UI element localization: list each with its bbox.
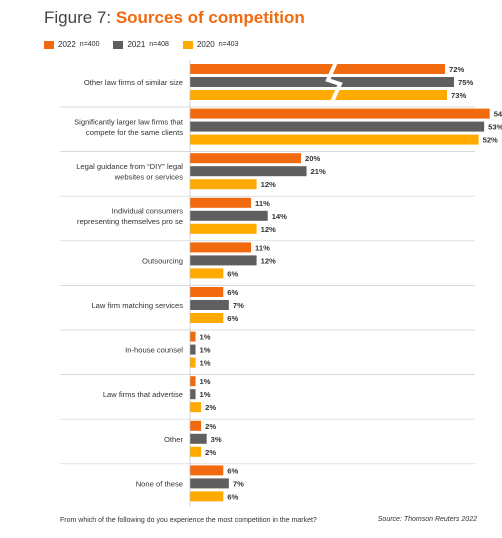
bar-2021 [190, 210, 268, 221]
value-label: 6% [227, 492, 238, 501]
value-label: 11% [255, 199, 270, 208]
category-label: Other [164, 435, 183, 444]
legend-swatch [182, 40, 193, 49]
bar-2022 [190, 465, 224, 476]
value-label: 1% [200, 377, 211, 386]
legend-item-2022: 2022 n=400 [44, 40, 99, 49]
bar-2021 [190, 433, 207, 444]
category-label: In-house counsel [125, 346, 183, 355]
bar-2021 [190, 166, 307, 177]
bar-2020 [190, 90, 447, 100]
value-label: 1% [200, 359, 211, 368]
value-label: 73% [451, 91, 466, 100]
value-label: 52% [483, 136, 498, 145]
category-label: Law firm matching services [91, 301, 183, 310]
category-label: None of these [136, 479, 183, 488]
bar-2021 [190, 300, 229, 310]
bar-2021 [190, 77, 454, 87]
value-label: 20% [305, 154, 320, 163]
bar-2020 [190, 179, 257, 190]
category-label: Other law firms of similar size [84, 78, 183, 87]
bar-2022 [190, 197, 252, 208]
legend-sample-size: n=403 [218, 41, 239, 48]
value-label: 72% [449, 65, 464, 74]
category-label: Individual consumers [112, 207, 184, 216]
legend-swatch [44, 40, 54, 49]
category-label: Outsourcing [142, 256, 183, 265]
bar-2020 [190, 268, 224, 279]
value-label: 21% [311, 167, 326, 176]
value-label: 12% [261, 256, 276, 265]
bar-2020 [190, 402, 202, 413]
legend-year: 2020 [196, 40, 215, 49]
source-note: Source: Thomson Reuters 2022 [377, 516, 477, 523]
bar-2022 [190, 64, 445, 74]
legend-item-2021: 2021 n=408 [113, 40, 169, 49]
legend-item-2020: 2020 n=403 [182, 40, 239, 49]
bar-2022 [190, 331, 196, 342]
bar-2022 [190, 153, 301, 164]
legend-sample-size: n=400 [79, 41, 100, 48]
bar-2020 [190, 357, 196, 368]
title-text: Sources of competition [115, 8, 305, 27]
legend: 2022 n=400 2021 n=408 2020 n=403 [44, 40, 238, 49]
bar-2022 [190, 376, 196, 387]
value-label: 6% [227, 269, 238, 278]
value-label: 54% [494, 110, 502, 119]
bar-2020 [190, 313, 224, 323]
value-label: 6% [227, 466, 238, 475]
value-label: 3% [211, 435, 222, 444]
legend-year: 2022 [58, 40, 76, 49]
value-label: 53% [488, 123, 502, 132]
chart-title: Figure 7: Sources of competition [44, 8, 305, 28]
value-label: 1% [200, 333, 211, 342]
category-label: compete for the same clients [86, 128, 183, 137]
legend-swatch [113, 40, 124, 49]
value-label: 2% [205, 403, 216, 412]
value-label: 1% [200, 346, 211, 355]
bar-2021 [190, 344, 196, 355]
bar-2021 [190, 389, 196, 400]
axis-break-marker [325, 61, 343, 103]
bar-2021 [190, 478, 229, 489]
bar-2020 [190, 491, 224, 502]
value-label: 7% [233, 479, 244, 488]
legend-sample-size: n=408 [149, 41, 169, 48]
value-label: 12% [261, 180, 276, 189]
bar-2020 [190, 446, 202, 457]
bar-2021 [190, 121, 485, 132]
survey-question: From which of the following do you exper… [60, 517, 317, 524]
figure-label: Figure 7: [44, 8, 112, 27]
value-label: 2% [205, 448, 216, 457]
bar-2021 [190, 255, 257, 266]
value-label: 1% [200, 390, 211, 399]
bar-2022 [190, 287, 224, 297]
bar-2020 [190, 223, 257, 234]
category-label: Legal guidance from “DIY” legal [76, 162, 183, 171]
value-label: 14% [272, 212, 287, 221]
category-label: websites or services [114, 172, 184, 181]
legend-year: 2021 [127, 40, 146, 49]
category-label: representing themselves pro se [77, 217, 183, 226]
value-label: 6% [227, 314, 238, 323]
bar-2022 [190, 108, 490, 119]
value-label: 75% [458, 78, 473, 87]
value-label: 11% [255, 243, 270, 252]
value-label: 7% [233, 301, 244, 310]
value-label: 2% [205, 422, 216, 431]
category-label: Significantly larger law firms that [74, 117, 184, 126]
bar-2022 [190, 420, 202, 431]
category-label: Law firms that advertise [103, 390, 183, 399]
value-label: 12% [261, 225, 276, 234]
bar-2022 [190, 242, 252, 253]
bar-2020 [190, 134, 479, 145]
value-label: 6% [227, 288, 238, 297]
